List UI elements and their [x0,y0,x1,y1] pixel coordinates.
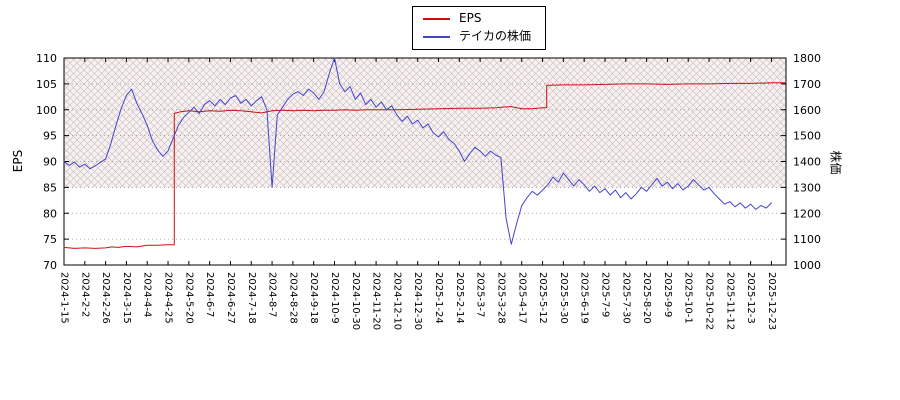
x-tick-label: 2025-5-30 [558,272,569,324]
x-tick-label: 2024-10-30 [350,272,361,330]
y-right-tick-label: 1000 [793,259,821,272]
y-right-tick-label: 1500 [793,130,821,143]
legend-label-eps: EPS [459,11,482,25]
x-tick-label: 2025-6-19 [579,272,590,324]
x-tick-label: 2024-7-18 [246,272,257,324]
x-tick-label: 2025-10-22 [704,272,715,330]
y-right-tick-label: 1600 [793,104,821,117]
x-tick-label: 2025-11-12 [724,272,735,330]
x-tick-label: 2024-6-7 [204,272,215,317]
x-tick-label: 2024-4-25 [163,272,174,324]
eps-line [63,82,787,249]
y-left-tick-label: 95 [43,130,57,143]
y-right-tick-label: 1300 [793,181,821,194]
x-tick-label: 2024-3-15 [121,272,132,324]
x-tick-label: 2024-2-26 [100,272,111,324]
y-right-tick-label: 1700 [793,78,821,91]
x-tick-label: 2024-5-20 [183,272,194,324]
x-tick-label: 2025-7-9 [599,272,610,317]
x-tick-label: 2024-1-15 [59,272,70,324]
y-left-tick-label: 70 [43,259,57,272]
x-tick-label: 2025-1-24 [433,272,444,324]
y-right-tick-label: 1200 [793,207,821,220]
eps-line-swatch [423,17,450,20]
y-left-tick-label: 80 [43,207,57,220]
y-left-tick-label: 105 [36,78,57,91]
x-tick-label: 2024-6-27 [225,272,236,324]
x-tick-label: 2024-8-7 [267,272,278,317]
price-line [63,57,772,245]
x-tick-label: 2025-3-28 [495,272,506,324]
y-left-tick-label: 110 [36,52,57,65]
x-tick-label: 2024-8-28 [287,272,298,324]
x-tick-label: 2024-2-2 [79,272,90,317]
y-left-tick-label: 100 [36,104,57,117]
y-left-tick-label: 90 [43,156,57,169]
x-tick-label: 2024-12-10 [391,272,402,330]
legend-label-price: テイカの株価 [459,29,532,43]
x-tick-label: 2024-10-9 [329,272,340,324]
y-left-tick-label: 75 [43,233,57,246]
x-tick-label: 2025-5-12 [537,272,548,324]
x-tick-label: 2024-9-18 [308,272,319,324]
hatch-region [64,58,786,188]
x-tick-label: 2024-4-4 [142,272,153,317]
x-tick-label: 2025-10-1 [683,272,694,324]
price-line-swatch [423,35,450,38]
x-tick-label: 2024-12-30 [412,272,423,330]
x-tick-label: 2025-8-20 [641,272,652,324]
x-tick-label: 2025-9-9 [662,272,673,317]
x-tick-label: 2025-3-7 [475,272,486,317]
y-right-tick-label: 1100 [793,233,821,246]
x-tick-label: 2025-2-14 [454,272,465,324]
x-tick-label: 2025-12-23 [766,272,777,330]
x-tick-label: 2025-12-3 [745,272,756,324]
legend-item-price: テイカの株価 [423,30,531,43]
y-left-tick-label: 85 [43,181,57,194]
legend-item-eps: EPS [423,12,531,25]
y-right-tick-label: 1400 [793,156,821,169]
x-tick-label: 2025-7-30 [620,272,631,324]
y-right-tick-label: 1800 [793,52,821,65]
x-tick-label: 2024-11-20 [371,272,382,330]
legend: EPS テイカの株価 [412,6,547,50]
x-tick-label: 2025-4-17 [516,272,527,324]
